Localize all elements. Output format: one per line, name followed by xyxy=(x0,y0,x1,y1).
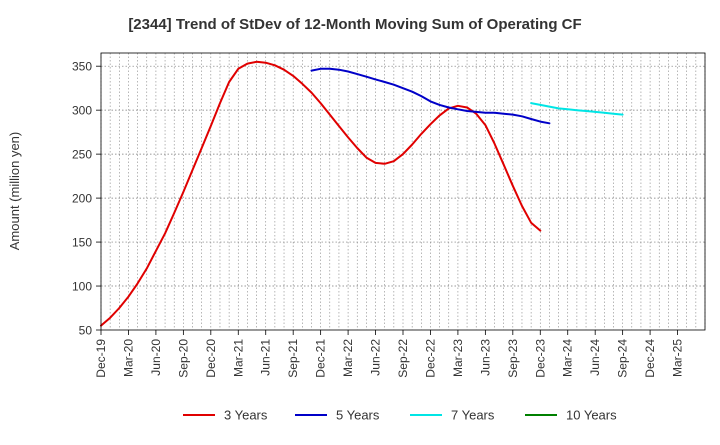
y-axis-label: Amount (million yen) xyxy=(7,132,22,251)
legend-label-3-years: 3 Years xyxy=(224,408,268,423)
series-line-5-years xyxy=(310,67,551,125)
x-tick-label: Jun-20 xyxy=(149,339,163,376)
x-tick-label: Sep-23 xyxy=(506,339,520,378)
legend-label-5-years: 5 Years xyxy=(336,408,380,423)
chart-title: [2344] Trend of StDev of 12-Month Moving… xyxy=(128,16,581,33)
x-tick-label: Mar-24 xyxy=(561,339,575,377)
x-tick-label: Dec-19 xyxy=(94,339,108,378)
x-tick-label: Sep-24 xyxy=(616,339,630,378)
y-tick-label: 50 xyxy=(79,324,93,338)
x-tick-label: Mar-25 xyxy=(671,339,685,377)
x-tick-label: Jun-23 xyxy=(478,339,492,376)
series-line-7-years xyxy=(530,102,624,116)
x-tick-label: Sep-20 xyxy=(176,339,190,378)
x-tick-label: Dec-23 xyxy=(533,339,547,378)
x-tick-label: Dec-20 xyxy=(204,339,218,378)
y-tick-label: 150 xyxy=(72,236,92,250)
x-tick-label: Dec-22 xyxy=(423,339,437,378)
series-line-3-years xyxy=(100,60,542,327)
x-tick-label: Mar-20 xyxy=(121,339,135,377)
x-axis-ticks: Dec-19 Mar-20 Jun-20 Sep-20 Dec-20 Mar-21 Jun-… xyxy=(94,330,685,378)
x-tick-label: Jun-21 xyxy=(259,339,273,376)
x-tick-label: Jun-24 xyxy=(588,339,602,376)
y-tick-label: 300 xyxy=(72,104,92,118)
y-tick-label: 350 xyxy=(72,60,92,74)
legend: 3 Years 5 Years 7 Years 10 Years xyxy=(183,408,617,423)
x-tick-label: Mar-21 xyxy=(231,339,245,377)
series-layer xyxy=(100,60,624,327)
grid-lines xyxy=(100,53,706,330)
x-tick-label: Dec-21 xyxy=(314,339,328,378)
x-tick-label: Mar-22 xyxy=(341,339,355,377)
x-tick-label: Sep-21 xyxy=(286,339,300,378)
legend-label-10-years: 10 Years xyxy=(566,408,617,423)
y-tick-label: 200 xyxy=(72,192,92,206)
legend-label-7-years: 7 Years xyxy=(451,408,495,423)
y-axis-ticks: 50 100 150 200 250 300 350 xyxy=(72,60,101,338)
y-tick-label: 100 xyxy=(72,280,92,294)
x-tick-label: Dec-24 xyxy=(643,339,657,378)
x-tick-label: Mar-23 xyxy=(451,339,465,377)
x-tick-label: Sep-22 xyxy=(396,339,410,378)
x-tick-label: Jun-22 xyxy=(369,339,383,376)
y-tick-label: 250 xyxy=(72,148,92,162)
